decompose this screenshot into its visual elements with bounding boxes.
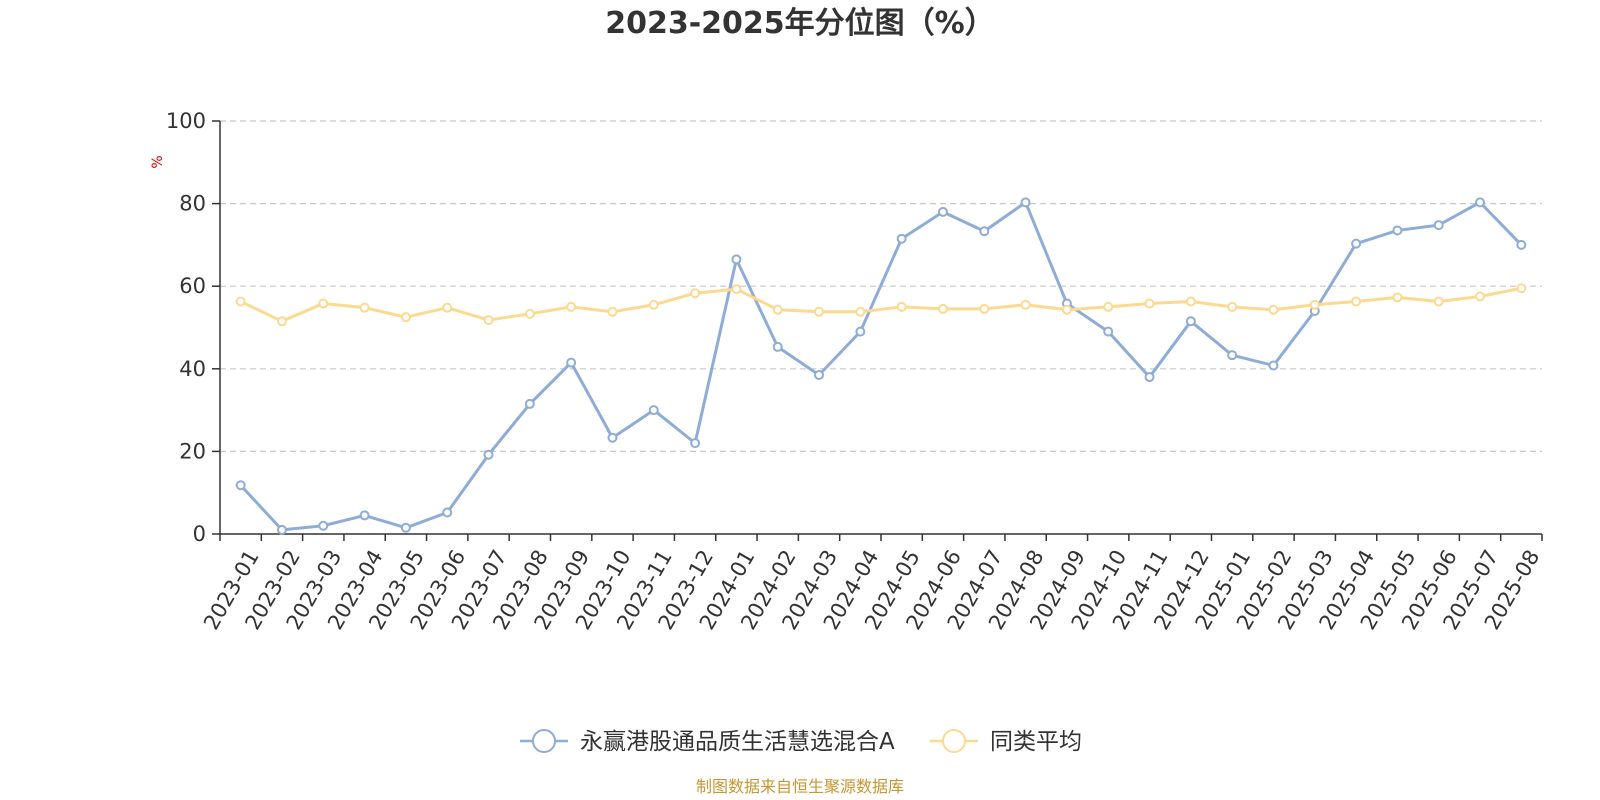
data-point[interactable] (318, 298, 329, 309)
data-point[interactable] (400, 522, 411, 533)
data-point[interactable] (1144, 372, 1155, 383)
data-point[interactable] (855, 326, 866, 337)
series-line-0 (239, 200, 1523, 532)
data-point[interactable] (979, 226, 990, 237)
data-point[interactable] (1392, 225, 1403, 236)
series-lines (235, 197, 1527, 535)
data-point[interactable] (442, 507, 453, 518)
data-point[interactable] (1516, 239, 1527, 250)
legend-label[interactable]: 永赢港股通品质生活慧选混合A (580, 729, 895, 755)
data-point[interactable] (937, 303, 948, 314)
data-point[interactable] (607, 432, 618, 443)
data-point[interactable] (276, 524, 287, 535)
data-point[interactable] (772, 341, 783, 352)
data-point[interactable] (1268, 360, 1279, 371)
data-point[interactable] (1103, 326, 1114, 337)
data-point[interactable] (1309, 299, 1320, 310)
data-point[interactable] (731, 254, 742, 265)
data-point[interactable] (772, 304, 783, 315)
data-point[interactable] (1227, 301, 1238, 312)
data-point[interactable] (814, 306, 825, 317)
data-point[interactable] (483, 449, 494, 460)
data-point[interactable] (979, 303, 990, 314)
data-point[interactable] (483, 315, 494, 326)
data-point[interactable] (1268, 304, 1279, 315)
y-tick-label: 80 (179, 192, 206, 216)
data-point[interactable] (648, 405, 659, 416)
y-tick-label: 0 (193, 522, 206, 546)
y-tick-label: 20 (179, 439, 206, 463)
data-point[interactable] (359, 302, 370, 313)
legend-marker-icon[interactable] (942, 729, 966, 753)
y-axis-unit: % (150, 155, 166, 168)
data-point[interactable] (1020, 197, 1031, 208)
legend: 永赢港股通品质生活慧选混合A 同类平均 (520, 729, 1082, 755)
data-point[interactable] (1227, 350, 1238, 361)
y-tick-labels: 0 20 40 60 80 100 (166, 109, 206, 546)
data-point[interactable] (235, 296, 246, 307)
data-point[interactable] (318, 520, 329, 531)
data-point[interactable] (1475, 291, 1486, 302)
y-tick-label: 60 (179, 274, 206, 298)
data-point[interactable] (524, 398, 535, 409)
legend-label[interactable]: 同类平均 (990, 729, 1082, 755)
data-point[interactable] (235, 480, 246, 491)
data-point[interactable] (359, 510, 370, 521)
data-point[interactable] (442, 302, 453, 313)
y-tick-label: 100 (166, 109, 206, 133)
data-point[interactable] (1351, 238, 1362, 249)
data-point[interactable] (690, 438, 701, 449)
data-point[interactable] (648, 299, 659, 310)
data-point[interactable] (1516, 283, 1527, 294)
series-line-1 (240, 286, 1522, 323)
data-point[interactable] (896, 233, 907, 244)
data-point[interactable] (276, 316, 287, 327)
data-point[interactable] (1475, 197, 1486, 208)
data-point[interactable] (1392, 292, 1403, 303)
data-point[interactable] (690, 288, 701, 299)
data-point[interactable] (566, 301, 577, 312)
data-point[interactable] (731, 284, 742, 295)
data-point[interactable] (1144, 298, 1155, 309)
data-point[interactable] (400, 312, 411, 323)
data-point[interactable] (937, 206, 948, 217)
data-point[interactable] (1433, 220, 1444, 231)
x-tick-labels: 2023-012023-022023-032023-042023-052023-… (199, 546, 1544, 634)
data-point[interactable] (1103, 301, 1114, 312)
y-tick-label: 40 (179, 357, 206, 381)
data-source-note: 制图数据来自恒生聚源数据库 (696, 777, 904, 796)
data-point[interactable] (855, 306, 866, 317)
axes (212, 120, 1543, 541)
data-point[interactable] (1061, 304, 1072, 315)
data-point[interactable] (1020, 299, 1031, 310)
chart-title: 2023-2025年分位图（%） (605, 6, 995, 41)
data-point[interactable] (896, 301, 907, 312)
data-point[interactable] (1351, 296, 1362, 307)
data-point[interactable] (1185, 296, 1196, 307)
data-point[interactable] (814, 369, 825, 380)
data-point[interactable] (524, 308, 535, 319)
data-point[interactable] (607, 306, 618, 317)
data-point[interactable] (1433, 296, 1444, 307)
legend-marker-icon[interactable] (532, 729, 556, 753)
data-point[interactable] (1185, 316, 1196, 327)
data-point[interactable] (566, 357, 577, 368)
